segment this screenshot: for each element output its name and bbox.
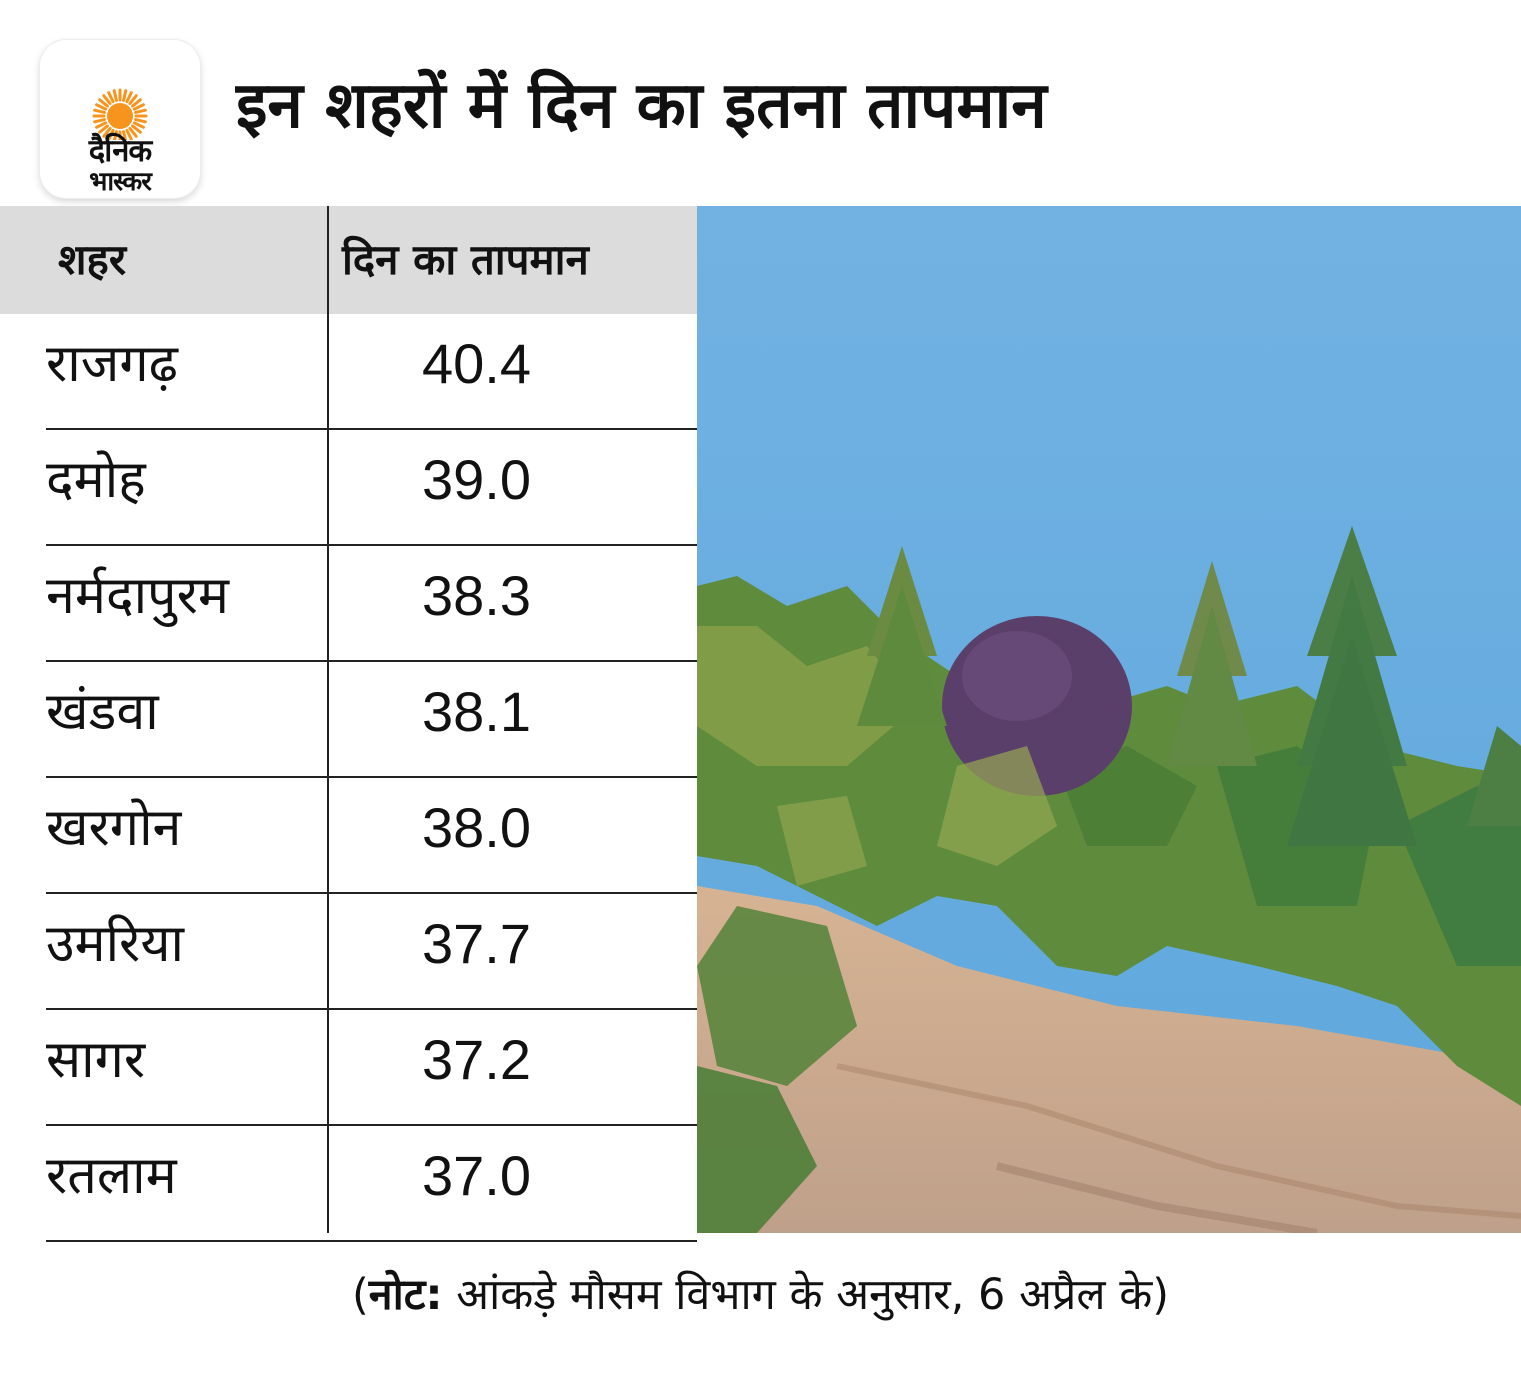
column-divider	[327, 206, 329, 1233]
logo-text-line2: भास्कर	[89, 167, 152, 197]
temperature-cell: 37.0	[422, 1144, 531, 1207]
sun-ray	[112, 130, 118, 140]
note-open-paren: (	[351, 1270, 369, 1320]
table-row: दमोह 39.0	[46, 430, 697, 546]
table-row: खरगोन 38.0	[46, 778, 697, 894]
sun-ray	[93, 108, 106, 114]
note-text: आंकड़े मौसम विभाग के अनुसार, 6 अप्रैल के…	[442, 1270, 1170, 1320]
cliff	[697, 886, 1521, 1233]
dainik-bhaskar-logo: दैनिक भास्कर	[40, 40, 200, 198]
table-row: सागर 37.2	[46, 1010, 697, 1126]
city-cell: रतलाम	[46, 1146, 177, 1206]
temperature-cell: 38.3	[422, 564, 531, 627]
sun-icon	[92, 88, 148, 140]
temperature-cell: 39.0	[422, 448, 531, 511]
landscape-photo	[697, 206, 1521, 1233]
table-row: खंडवा 38.1	[46, 662, 697, 778]
sun-ray	[125, 128, 133, 140]
source-note: (नोट: आंकड़े मौसम विभाग के अनुसार, 6 अप्…	[0, 1245, 1521, 1345]
table-row: राजगढ़ 40.4	[46, 314, 697, 430]
sun-ray	[102, 94, 112, 105]
sun-ray	[98, 98, 109, 108]
city-cell: दमोह	[46, 450, 146, 510]
sun-ray	[95, 121, 108, 129]
city-cell: नर्मदापुरम	[46, 566, 229, 626]
table-row: नर्मदापुरम 38.3	[46, 546, 697, 662]
sun-ray	[131, 124, 142, 134]
sun-ray	[132, 103, 145, 111]
sun-ray	[125, 91, 133, 104]
sun-ray	[132, 121, 145, 129]
sun-ray	[102, 127, 112, 138]
temperature-cell: 38.0	[422, 796, 531, 859]
sun-ray	[122, 89, 128, 102]
temperature-cell: 37.2	[422, 1028, 531, 1091]
city-cell: खरगोन	[46, 798, 182, 858]
sun-ray	[128, 127, 138, 138]
header-day-temperature: दिन का तापमान	[342, 235, 589, 284]
city-cell: उमरिया	[46, 914, 184, 974]
city-cell: राजगढ़	[46, 334, 178, 394]
table-header: शहर दिन का तापमान	[0, 206, 697, 314]
temperature-cell: 37.7	[422, 912, 531, 975]
sun-ray	[128, 94, 138, 105]
temperature-cell: 38.1	[422, 680, 531, 743]
sun-ray	[134, 118, 147, 124]
table-row: उमरिया 37.7	[46, 894, 697, 1010]
table-row: रतलाम 37.0	[46, 1126, 697, 1242]
conifer-tree	[1467, 726, 1521, 826]
sun-ray	[95, 103, 108, 111]
sun-ray	[131, 98, 142, 108]
sun-ray	[107, 91, 115, 104]
temperature-cell: 40.4	[422, 332, 531, 395]
logo-text-line1: दैनिक	[88, 133, 153, 169]
city-cell: सागर	[46, 1030, 146, 1090]
city-cell: खंडवा	[46, 682, 159, 742]
sun-ray	[122, 130, 128, 140]
page-title: इन शहरों में दिन का इतना तापमान	[236, 69, 1047, 143]
forest-cliff-image	[697, 206, 1521, 1233]
note-label: नोट:	[368, 1270, 443, 1320]
sun-ray	[112, 89, 118, 102]
sun-ray	[93, 118, 106, 124]
temperature-table: शहर दिन का तापमान राजगढ़ 40.4 दमोह 39.0 …	[0, 206, 697, 1242]
sun-ray	[107, 128, 115, 140]
header-city: शहर	[58, 235, 127, 284]
sun-ray	[98, 124, 109, 134]
sun-ray	[134, 108, 147, 114]
